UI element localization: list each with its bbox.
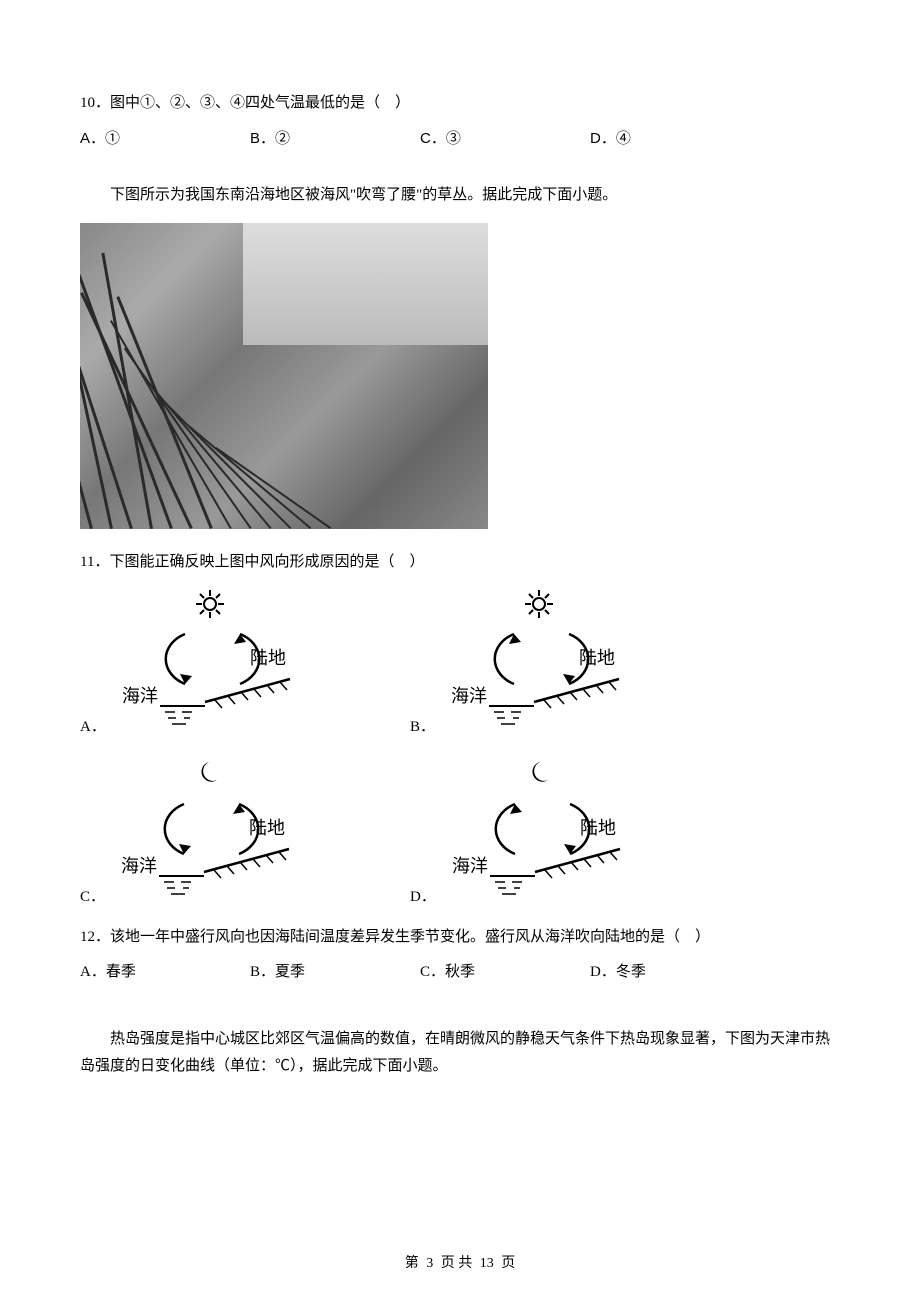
q10-option-b: B．② [250,125,420,152]
ocean-label: 海洋 [452,856,488,876]
diagram-b: B． 陆地 海洋 [410,584,740,744]
footer-total: 13 [480,1256,494,1271]
q10-text: 10．图中①、②、③、④四处气温最低的是（ ） [80,90,840,117]
q12-option-d: D．冬季 [590,959,760,986]
ocean-label: 海洋 [121,856,157,876]
ocean-label: 海洋 [122,686,158,706]
diagram-a: A． 陆地 海洋 [80,584,410,744]
diagram-b-svg: 陆地 海洋 [439,584,639,744]
footer-prefix: 第 [405,1256,419,1271]
diagram-a-svg: 陆地 海洋 [110,584,310,744]
diagram-b-label: B． [410,715,435,744]
q12-option-c: C．秋季 [420,959,590,986]
ocean-label: 海洋 [451,686,487,706]
diagram-c-label: C． [80,885,105,914]
q11-diagrams: A． 陆地 海洋 [80,584,840,914]
land-label: 陆地 [579,648,615,668]
q10-options: A．① B．② C．③ D．④ [80,125,840,152]
q10-option-c: C．③ [420,125,590,152]
q10-option-a: A．① [80,125,250,152]
diagram-d: D． 陆地 海洋 [410,754,740,914]
land-label: 陆地 [250,648,286,668]
intro-text-2: 热岛强度是指中心城区比郊区气温偏高的数值，在晴朗微风的静稳天气条件下热岛现象显著… [80,1026,840,1080]
intro-text-1: 下图所示为我国东南沿海地区被海风"吹弯了腰"的草丛。据此完成下面小题。 [80,182,840,209]
footer-mid: 页 共 [441,1256,473,1271]
footer-suffix: 页 [501,1256,515,1271]
diagram-c: C． 陆地 海洋 [80,754,410,914]
q12-option-a: A．春季 [80,959,250,986]
diagram-c-svg: 陆地 海洋 [109,754,309,914]
q12-option-b: B．夏季 [250,959,420,986]
land-label: 陆地 [249,818,285,838]
diagram-d-svg: 陆地 海洋 [440,754,640,914]
q12-options: A．春季 B．夏季 C．秋季 D．冬季 [80,959,840,986]
diagram-a-label: A． [80,715,106,744]
q12-text: 12．该地一年中盛行风向也因海陆间温度差异发生季节变化。盛行风从海洋吹向陆地的是… [80,924,840,951]
q10-option-d: D．④ [590,125,760,152]
page-footer: 第 3 页 共 13 页 [0,1252,920,1272]
q11-text: 11．下图能正确反映上图中风向形成原因的是（ ） [80,549,840,576]
diagram-d-label: D． [410,885,436,914]
footer-page: 3 [426,1256,433,1271]
land-label: 陆地 [580,818,616,838]
grass-photo [80,223,488,529]
